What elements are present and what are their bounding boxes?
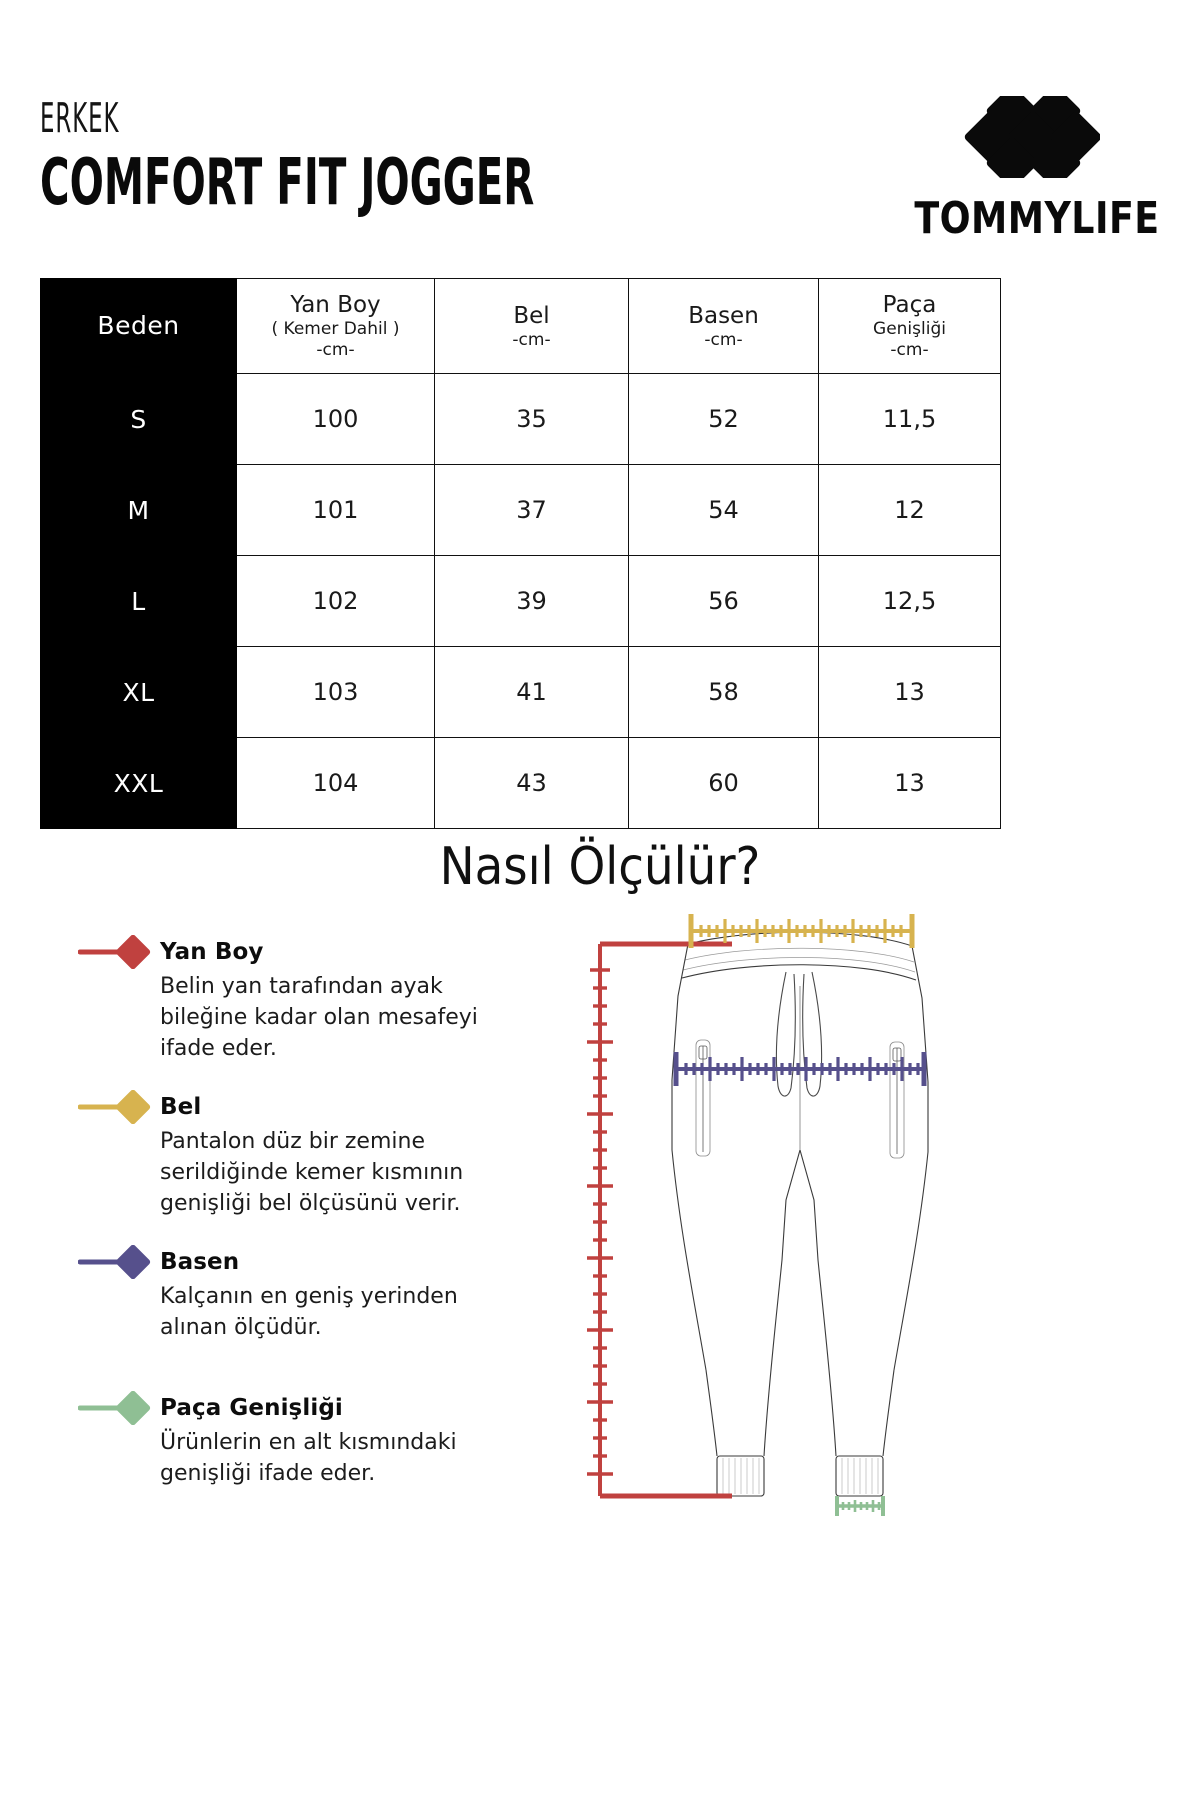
- diamond-marker-icon: [78, 1245, 160, 1279]
- yan-boy-ruler: [587, 941, 732, 1499]
- column-header-beden: Beden: [40, 278, 237, 374]
- legend-description: Ürünlerin en alt kısmındaki genişliği if…: [160, 1430, 457, 1486]
- column-header-bel: Bel -cm-: [434, 278, 629, 374]
- column-header-basen: Basen -cm-: [628, 278, 819, 374]
- table-row: M 101 37 54 12: [40, 464, 1001, 556]
- table-row: L 102 39 56 12,5: [40, 555, 1001, 647]
- cell-paca: 13: [818, 646, 1001, 738]
- table-header-row: Beden Yan Boy ( Kemer Dahil ) -cm- Bel -…: [40, 278, 1001, 374]
- legend-item-basen: Basen Kalçanın en geniş yerinden alınan …: [78, 1245, 508, 1343]
- cell-beden: XXL: [40, 737, 237, 829]
- cell-basen: 52: [628, 373, 819, 465]
- cell-paca: 12,5: [818, 555, 1001, 647]
- table-row: S 100 35 52 11,5: [40, 373, 1001, 465]
- howto-section-title: Nasıl Ölçülür?: [439, 837, 761, 897]
- cell-paca: 11,5: [818, 373, 1001, 465]
- brand-lockup: TOMMYLIFE: [860, 85, 1160, 246]
- cell-yan-boy: 101: [236, 464, 435, 556]
- cell-basen: 56: [628, 555, 819, 647]
- cell-beden: XL: [40, 646, 237, 738]
- cell-yan-boy: 104: [236, 737, 435, 829]
- cell-beden: S: [40, 373, 237, 465]
- cell-basen: 54: [628, 464, 819, 556]
- cell-beden: M: [40, 464, 237, 556]
- legend-label: Yan Boy: [160, 939, 264, 965]
- diamond-marker-icon: [78, 935, 160, 969]
- legend-description: Kalçanın en geniş yerinden alınan ölçüdü…: [160, 1284, 458, 1340]
- legend-label: Bel: [160, 1094, 202, 1120]
- legend-description: Pantalon düz bir zemine serildiğinde kem…: [160, 1129, 464, 1216]
- cell-bel: 43: [434, 737, 629, 829]
- cell-yan-boy: 103: [236, 646, 435, 738]
- cell-yan-boy: 102: [236, 555, 435, 647]
- drawstring: [775, 971, 823, 1097]
- basen-ruler: [673, 1052, 927, 1086]
- cell-paca: 13: [818, 737, 1001, 829]
- jogger-pants-technical-drawing: [560, 900, 990, 1560]
- measurement-legend: Yan Boy Belin yan tarafından ayak bileği…: [78, 935, 508, 1515]
- bel-ruler: [688, 914, 915, 948]
- legend-description: Belin yan tarafından ayak bileğine kadar…: [160, 974, 478, 1061]
- diamond-marker-icon: [78, 1090, 160, 1124]
- table-row: XL 103 41 58 13: [40, 646, 1001, 738]
- cell-bel: 39: [434, 555, 629, 647]
- title-block: ERKEK COMFORT FIT JOGGER: [40, 96, 746, 216]
- diamond-grid-logo-icon: [940, 85, 1102, 189]
- cell-paca: 12: [818, 464, 1001, 556]
- size-table: Beden Yan Boy ( Kemer Dahil ) -cm- Bel -…: [40, 278, 1001, 829]
- cell-beden: L: [40, 555, 237, 647]
- table-row: XXL 104 43 60 13: [40, 737, 1001, 829]
- category-eyebrow: ERKEK: [40, 94, 120, 142]
- column-header-paca: Paça Genişliği -cm-: [818, 278, 1001, 374]
- cuff-ribbing: [722, 1458, 879, 1494]
- cell-bel: 37: [434, 464, 629, 556]
- cell-bel: 35: [434, 373, 629, 465]
- legend-label: Paça Genişliği: [160, 1395, 343, 1421]
- cell-yan-boy: 100: [236, 373, 435, 465]
- legend-item-bel: Bel Pantalon düz bir zemine serildiğinde…: [78, 1090, 508, 1219]
- page-header: ERKEK COMFORT FIT JOGGER TOMMYLI: [40, 85, 1160, 246]
- cell-basen: 58: [628, 646, 819, 738]
- page-title: COMFORT FIT JOGGER: [40, 146, 535, 220]
- legend-label: Basen: [160, 1249, 240, 1275]
- cell-basen: 60: [628, 737, 819, 829]
- brand-name: TOMMYLIFE: [914, 193, 1160, 244]
- legend-item-paca-genisligi: Paça Genişliği Ürünlerin en alt kısmında…: [78, 1391, 508, 1489]
- column-header-yan-boy: Yan Boy ( Kemer Dahil ) -cm-: [236, 278, 435, 374]
- cell-bel: 41: [434, 646, 629, 738]
- legend-item-yan-boy: Yan Boy Belin yan tarafından ayak bileği…: [78, 935, 508, 1064]
- paca-ruler: [835, 1496, 885, 1516]
- diamond-marker-icon: [78, 1391, 160, 1425]
- pants-outline: [671, 931, 929, 1497]
